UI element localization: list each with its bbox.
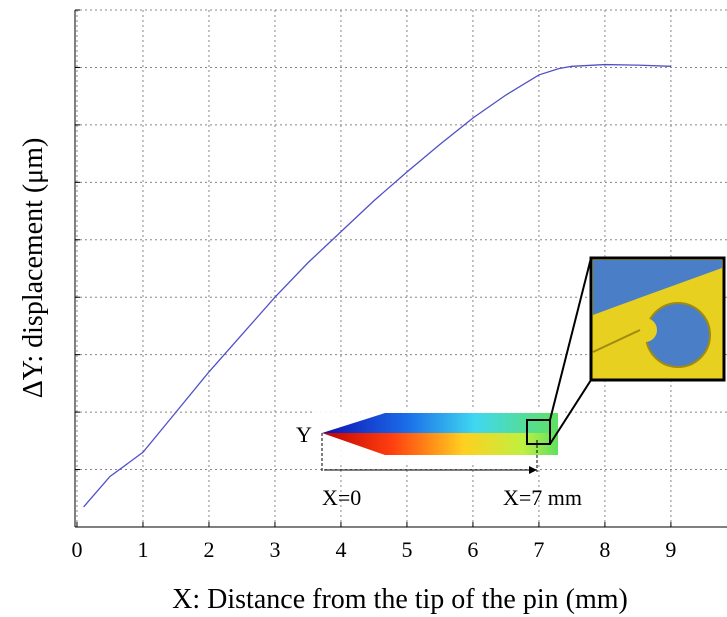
x-tick-label: 4 <box>335 537 346 562</box>
x-tick-label: 9 <box>665 537 676 562</box>
y-marker: Y <box>296 422 312 447</box>
x-tick-label: 1 <box>137 537 148 562</box>
x-tick-label: 7 <box>533 537 544 562</box>
x-tick-label: 5 <box>401 537 412 562</box>
zoom-line <box>550 258 591 420</box>
chart: X: Distance from the tip of the pin (mm)… <box>0 0 727 617</box>
x-start-label: X=0 <box>322 485 361 510</box>
arrow-head <box>529 466 537 474</box>
inset: Y X=0 X=7 mm <box>296 258 724 510</box>
x-tick-label: 3 <box>269 537 280 562</box>
x-tick-label: 6 <box>467 537 478 562</box>
x-end-label: X=7 mm <box>503 485 582 510</box>
x-tick-label: 8 <box>599 537 610 562</box>
x-tick-label: 0 <box>71 537 82 562</box>
y-axis-label: ΔY: displacement (μm) <box>18 138 49 399</box>
zoom-notch <box>633 318 657 342</box>
x-tick-label: 2 <box>203 537 214 562</box>
x-axis-label: X: Distance from the tip of the pin (mm) <box>172 584 628 615</box>
